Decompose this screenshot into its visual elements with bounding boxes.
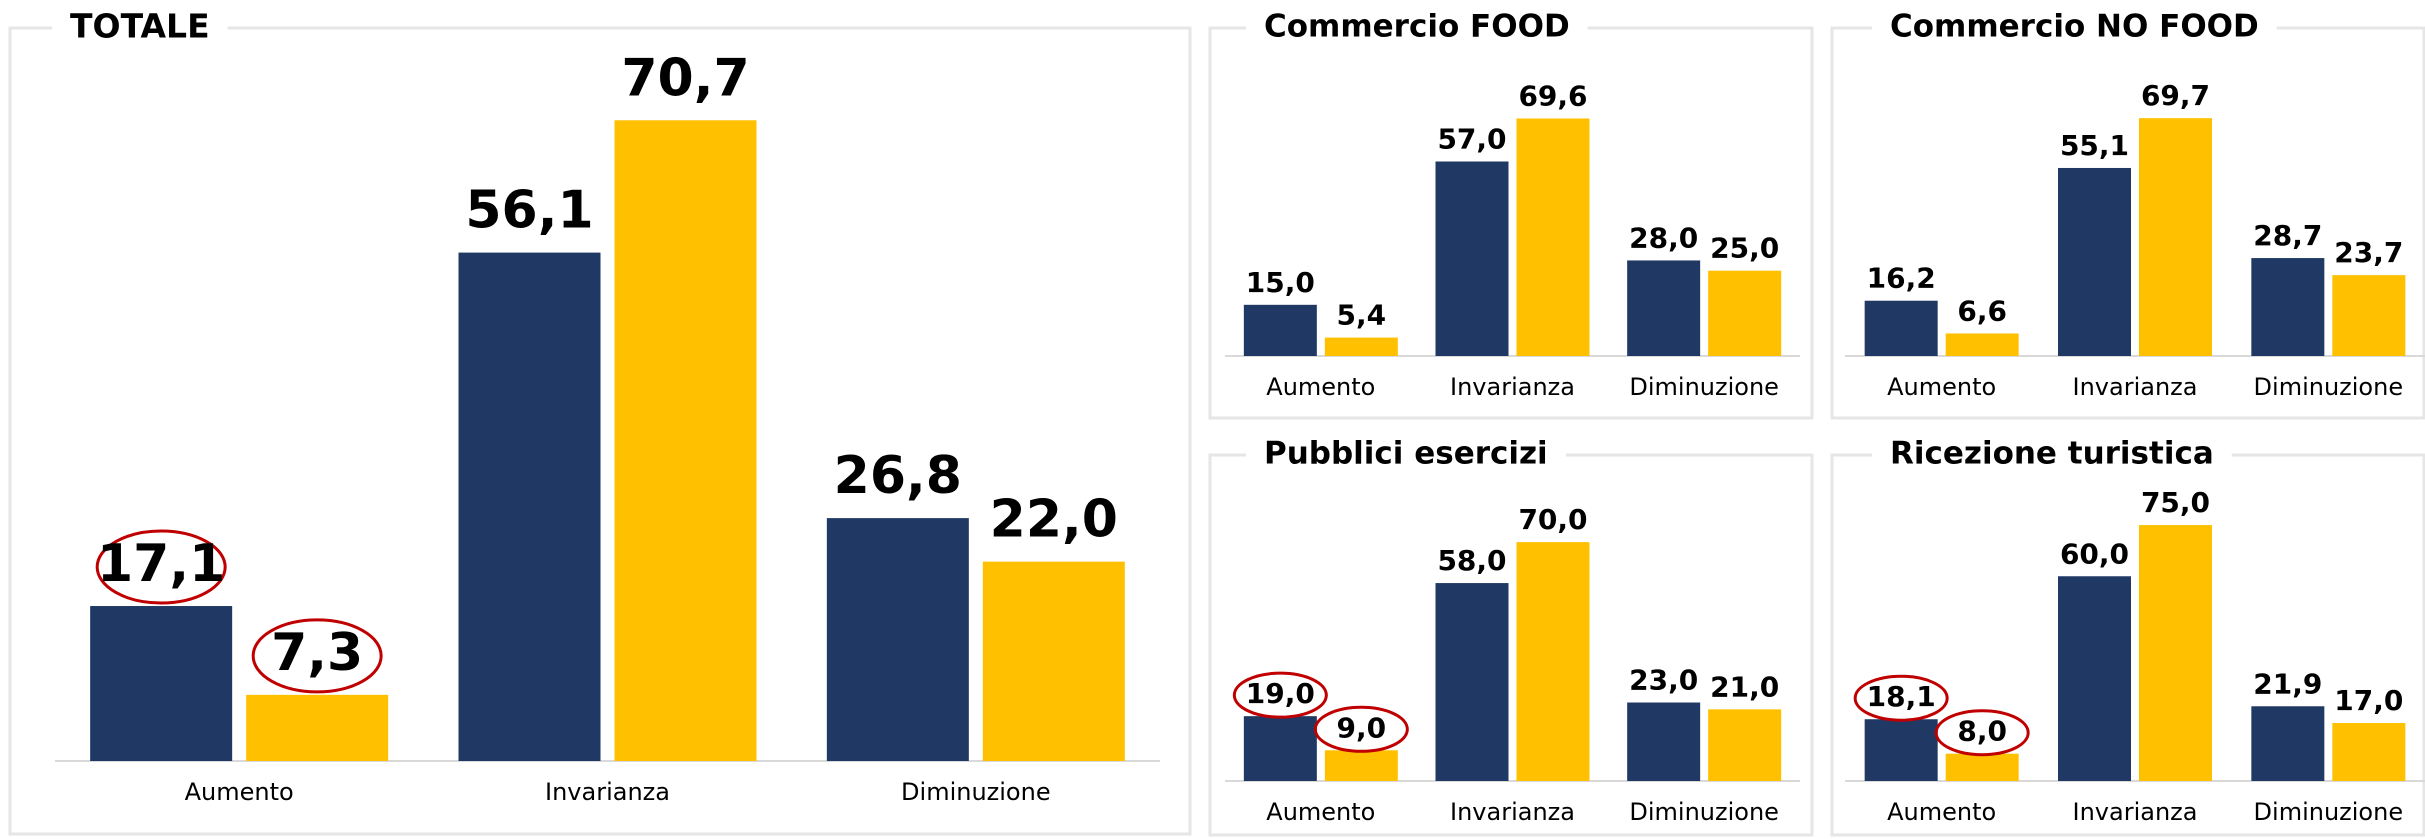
bar [1435, 161, 1509, 356]
x-tick-label: Diminuzione [1629, 798, 1779, 826]
value-label: 58,0 [1437, 544, 1506, 577]
value-label: 69,6 [1518, 79, 1587, 112]
bar [2332, 722, 2406, 781]
value-label: 15,0 [1246, 266, 1315, 299]
panel-border [8, 26, 1192, 836]
value-label: 18,1 [1867, 680, 1936, 713]
x-tick-label: Invarianza [1450, 798, 1575, 826]
highlight-ellipse [1232, 671, 1328, 719]
value-label: 22,0 [990, 490, 1118, 550]
bar [246, 694, 389, 761]
bar [90, 606, 233, 761]
title-background [1246, 8, 1588, 45]
panel-title: Commercio FOOD [1264, 9, 1570, 45]
x-tick-label: Aumento [1887, 373, 1996, 401]
value-label: 9,0 [1337, 711, 1387, 744]
value-label: 23,7 [2334, 236, 2403, 269]
title-background [1872, 8, 2277, 45]
bar [1627, 702, 1701, 781]
value-label: 60,0 [2060, 537, 2129, 570]
bar [614, 120, 757, 761]
highlight-ellipse [95, 529, 227, 605]
highlight-ellipse [251, 618, 383, 694]
x-tick-label: Aumento [1887, 798, 1996, 826]
bar [1243, 716, 1317, 781]
title-background [1246, 435, 1566, 472]
panel-border [1208, 26, 1814, 420]
x-tick-label: Aumento [1266, 373, 1375, 401]
value-label: 70,0 [1518, 503, 1587, 536]
panel-title: Commercio NO FOOD [1890, 9, 2259, 45]
bar [1708, 270, 1782, 356]
x-tick-label: Diminuzione [2254, 798, 2404, 826]
bar [1708, 709, 1782, 781]
bar [2251, 258, 2325, 356]
bar [1945, 753, 2019, 781]
x-tick-label: Aumento [185, 778, 294, 806]
highlight-ellipse [1853, 674, 1949, 722]
bar [1945, 333, 2019, 356]
bar [2058, 167, 2131, 356]
x-tick-label: Diminuzione [1629, 373, 1779, 401]
value-label: 21,0 [1710, 670, 1779, 703]
x-tick-label: Invarianza [545, 778, 670, 806]
value-label: 23,0 [1629, 664, 1698, 697]
bar [1324, 750, 1398, 781]
value-label: 70,7 [621, 48, 749, 108]
title-background [1872, 435, 2232, 472]
bar [982, 561, 1125, 761]
highlight-ellipse [1934, 709, 2030, 757]
value-label: 28,7 [2253, 219, 2322, 252]
value-label: 7,3 [271, 623, 363, 683]
value-label: 28,0 [1629, 221, 1698, 254]
x-tick-label: Diminuzione [2254, 373, 2404, 401]
bar [458, 252, 601, 761]
value-label: 57,0 [1437, 122, 1506, 155]
bar [1516, 542, 1590, 781]
bar [2058, 576, 2131, 781]
bar [1864, 300, 1938, 356]
title-background [52, 6, 228, 46]
panel-title: Pubblici esercizi [1264, 436, 1548, 472]
x-tick-label: Invarianza [2073, 373, 2198, 401]
bar [826, 518, 969, 761]
bar [1243, 304, 1317, 356]
value-label: 69,7 [2141, 79, 2210, 112]
value-label: 19,0 [1246, 677, 1315, 710]
bar [2332, 275, 2406, 356]
bar [1516, 118, 1590, 357]
value-label: 55,1 [2060, 129, 2129, 162]
value-label: 17,0 [2334, 684, 2403, 717]
highlight-ellipse [1313, 705, 1409, 753]
value-label: 75,0 [2141, 486, 2210, 519]
value-label: 26,8 [834, 446, 962, 506]
x-tick-label: Diminuzione [901, 778, 1051, 806]
value-label: 6,6 [1957, 294, 2007, 327]
bar [1435, 583, 1509, 781]
bar [2139, 525, 2212, 781]
value-label: 17,1 [97, 534, 225, 594]
value-label: 56,1 [465, 181, 593, 241]
x-tick-label: Invarianza [2073, 798, 2198, 826]
panel-title: TOTALE [70, 7, 210, 46]
value-label: 16,2 [1867, 262, 1936, 295]
bar [2139, 118, 2212, 357]
x-tick-label: Invarianza [1450, 373, 1575, 401]
bar [2251, 706, 2325, 781]
value-label: 21,9 [2253, 667, 2322, 700]
panel-title: Ricezione turistica [1890, 436, 2214, 472]
bar [1324, 337, 1398, 356]
x-tick-label: Aumento [1266, 798, 1375, 826]
value-label: 25,0 [1710, 232, 1779, 265]
value-label: 5,4 [1337, 299, 1387, 332]
value-label: 8,0 [1957, 715, 2007, 748]
bar [1627, 260, 1701, 356]
bar [1864, 719, 1938, 781]
